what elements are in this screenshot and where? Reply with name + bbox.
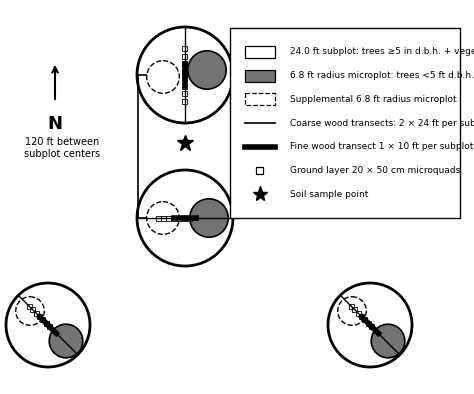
Bar [40, 317, 46, 322]
Circle shape [337, 297, 366, 325]
Bar [182, 99, 188, 104]
Bar [369, 324, 374, 329]
Bar [182, 69, 188, 74]
Bar [245, 70, 275, 82]
Bar [30, 307, 36, 312]
Text: 6.8 ft radius microplot: trees <5 ft d.b.h.: 6.8 ft radius microplot: trees <5 ft d.b… [290, 71, 474, 80]
Circle shape [146, 61, 179, 93]
Bar [187, 216, 192, 221]
Circle shape [146, 202, 179, 234]
Circle shape [49, 324, 83, 358]
Bar [182, 216, 187, 221]
Circle shape [371, 324, 405, 358]
Text: Fine wood transect 1 × 10 ft per subplot: Fine wood transect 1 × 10 ft per subplot [290, 142, 474, 151]
Bar [182, 91, 188, 97]
Bar [349, 304, 354, 309]
Bar [37, 314, 42, 319]
Text: 24.0 ft subplot: trees ≥5 in d.b.h. + vegetation: 24.0 ft subplot: trees ≥5 in d.b.h. + ve… [290, 47, 474, 56]
Bar [359, 314, 364, 319]
Text: Ground layer 20 × 50 cm microquads: Ground layer 20 × 50 cm microquads [290, 166, 460, 175]
Bar [245, 93, 275, 105]
Circle shape [190, 199, 228, 237]
Bar [256, 167, 264, 174]
Text: N: N [47, 115, 63, 133]
Bar [356, 311, 361, 316]
Bar [182, 54, 188, 59]
Bar [172, 216, 177, 221]
Bar [365, 321, 371, 326]
Bar [156, 216, 161, 221]
Text: Soil sample point: Soil sample point [290, 190, 368, 199]
Text: Supplemental 6.8 ft radius microplot: Supplemental 6.8 ft radius microplot [290, 95, 456, 104]
Bar [352, 307, 357, 312]
Circle shape [16, 297, 44, 325]
Text: Coarse wood transects: 2 × 24 ft per subplot: Coarse wood transects: 2 × 24 ft per sub… [290, 119, 474, 128]
Bar [182, 46, 188, 51]
Bar [362, 317, 367, 322]
Bar [182, 61, 188, 66]
Bar [166, 216, 172, 221]
Circle shape [188, 51, 226, 89]
Bar [44, 321, 49, 326]
Bar [177, 216, 182, 221]
Bar [182, 76, 188, 81]
Bar [161, 216, 166, 221]
Text: 120 ft between
subplot centers: 120 ft between subplot centers [24, 137, 100, 159]
Bar [230, 28, 460, 218]
Bar [245, 46, 275, 58]
Bar [182, 84, 188, 89]
Bar [47, 324, 52, 329]
Bar [34, 311, 39, 316]
Bar [27, 304, 32, 309]
